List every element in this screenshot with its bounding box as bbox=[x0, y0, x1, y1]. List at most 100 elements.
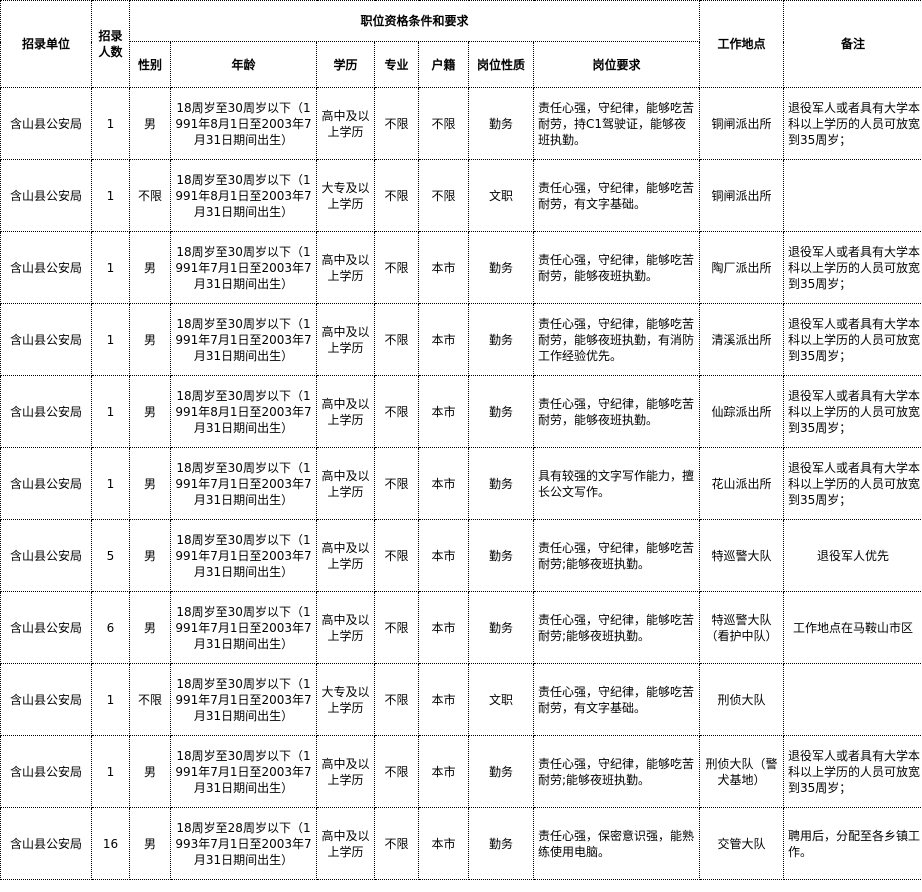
cell-gender: 男 bbox=[129, 87, 171, 160]
cell-unit: 含山县公安局 bbox=[0, 159, 92, 232]
table-row: 含山县公安局 1 男 18周岁至30周岁以下（1991年7月1日至2003年7月31日… bbox=[0, 447, 922, 520]
cell-education: 高中及以上学历 bbox=[316, 375, 375, 448]
cell-location: 清溪派出所 bbox=[699, 303, 785, 376]
cell-hukou: 本市 bbox=[418, 519, 469, 592]
cell-count: 1 bbox=[91, 375, 130, 448]
cell-age: 18周岁至30周岁以下（1991年7月1日至2003年7月31日期间出生） bbox=[170, 591, 317, 664]
cell-remarks: 退役军人或者具有大学本科以上学历的人员可放宽到35周岁； bbox=[783, 447, 922, 520]
cell-unit: 含山县公安局 bbox=[0, 519, 92, 592]
cell-hukou: 本市 bbox=[418, 231, 469, 304]
cell-requirements: 责任心强，守纪律，能够吃苦耐劳，有文字基础。 bbox=[532, 663, 701, 736]
cell-hukou: 本市 bbox=[418, 807, 469, 880]
cell-nature: 勤务 bbox=[468, 591, 534, 664]
header-gender: 性别 bbox=[129, 41, 171, 88]
header-remarks: 备注 bbox=[783, 0, 922, 88]
cell-major: 不限 bbox=[374, 447, 419, 520]
cell-unit: 含山县公安局 bbox=[0, 807, 92, 880]
cell-nature: 勤务 bbox=[468, 447, 534, 520]
cell-nature: 勤务 bbox=[468, 807, 534, 880]
cell-nature: 勤务 bbox=[468, 519, 534, 592]
cell-major: 不限 bbox=[374, 735, 419, 808]
cell-education: 高中及以上学历 bbox=[316, 447, 375, 520]
cell-count: 1 bbox=[91, 231, 130, 304]
cell-major: 不限 bbox=[374, 807, 419, 880]
cell-location: 特巡警大队 bbox=[699, 519, 785, 592]
cell-education: 高中及以上学历 bbox=[316, 519, 375, 592]
cell-gender: 男 bbox=[129, 591, 171, 664]
cell-location: 花山派出所 bbox=[699, 447, 785, 520]
cell-count: 16 bbox=[91, 807, 130, 880]
cell-remarks: 聘用后，分配至各乡镇工作。 bbox=[783, 807, 922, 880]
cell-location: 仙踪派出所 bbox=[699, 375, 785, 448]
cell-remarks: 退役军人或者具有大学本科以上学历的人员可放宽到35周岁； bbox=[783, 87, 922, 160]
cell-major: 不限 bbox=[374, 519, 419, 592]
cell-education: 大专及以上学历 bbox=[316, 159, 375, 232]
cell-hukou: 本市 bbox=[418, 591, 469, 664]
cell-gender: 男 bbox=[129, 375, 171, 448]
header-hukou: 户籍 bbox=[418, 41, 469, 88]
cell-education: 高中及以上学历 bbox=[316, 303, 375, 376]
cell-location: 铜闸派出所 bbox=[699, 159, 785, 232]
cell-requirements: 责任心强，保密意识强，能熟练使用电脑。 bbox=[532, 807, 701, 880]
table-body: 含山县公安局 1 男 18周岁至30周岁以下（1991年8月1日至2003年7月31日… bbox=[0, 87, 922, 880]
cell-major: 不限 bbox=[374, 159, 419, 232]
cell-count: 1 bbox=[91, 663, 130, 736]
cell-remarks: 退役军人或者具有大学本科以上学历的人员可放宽到35周岁； bbox=[783, 375, 922, 448]
header-age: 年龄 bbox=[170, 41, 317, 88]
cell-requirements: 责任心强，守纪律，能够吃苦耐劳，持C1驾驶证，能够夜班执勤。 bbox=[532, 87, 701, 160]
cell-major: 不限 bbox=[374, 591, 419, 664]
cell-location: 交管大队 bbox=[699, 807, 785, 880]
cell-major: 不限 bbox=[374, 303, 419, 376]
table-row: 含山县公安局 1 男 18周岁至30周岁以下（1991年8月1日至2003年7月31日… bbox=[0, 87, 922, 160]
cell-unit: 含山县公安局 bbox=[0, 231, 92, 304]
cell-nature: 勤务 bbox=[468, 303, 534, 376]
cell-major: 不限 bbox=[374, 375, 419, 448]
cell-hukou: 本市 bbox=[418, 303, 469, 376]
cell-age: 18周岁至30周岁以下（1991年7月1日至2003年7月31日期间出生） bbox=[170, 447, 317, 520]
cell-nature: 勤务 bbox=[468, 231, 534, 304]
cell-remarks: 退役军人优先 bbox=[783, 519, 922, 592]
header-education: 学历 bbox=[316, 41, 375, 88]
table-row: 含山县公安局 1 男 18周岁至30周岁以下（1991年7月1日至2003年7月31日… bbox=[0, 231, 922, 304]
cell-gender: 男 bbox=[129, 447, 171, 520]
table-row: 含山县公安局 16 男 18周岁至28周岁以下（1993年7月1日至2003年7月31… bbox=[0, 807, 922, 880]
cell-nature: 文职 bbox=[468, 663, 534, 736]
table-row: 含山县公安局 1 男 18周岁至30周岁以下（1991年7月1日至2003年7月31日… bbox=[0, 303, 922, 376]
cell-location: 刑侦大队 bbox=[699, 663, 785, 736]
table-row: 含山县公安局 1 男 18周岁至30周岁以下（1991年7月1日至2003年7月31日… bbox=[0, 735, 922, 808]
cell-unit: 含山县公安局 bbox=[0, 447, 92, 520]
cell-hukou: 本市 bbox=[418, 447, 469, 520]
cell-count: 1 bbox=[91, 447, 130, 520]
cell-count: 1 bbox=[91, 303, 130, 376]
cell-requirements: 责任心强，守纪律，能够吃苦耐劳，有文字基础。 bbox=[532, 159, 701, 232]
cell-education: 高中及以上学历 bbox=[316, 87, 375, 160]
cell-requirements: 具有较强的文字写作能力，擅长公文写作。 bbox=[532, 447, 701, 520]
header-major: 专业 bbox=[374, 41, 419, 88]
cell-count: 6 bbox=[91, 591, 130, 664]
cell-remarks: 退役军人或者具有大学本科以上学历的人员可放宽到35周岁； bbox=[783, 231, 922, 304]
cell-gender: 不限 bbox=[129, 663, 171, 736]
cell-hukou: 不限 bbox=[418, 159, 469, 232]
cell-education: 大专及以上学历 bbox=[316, 663, 375, 736]
cell-gender: 男 bbox=[129, 231, 171, 304]
header-requirements: 岗位要求 bbox=[532, 41, 701, 88]
cell-hukou: 本市 bbox=[418, 663, 469, 736]
cell-requirements: 责任心强，守纪律，能够吃苦耐劳;能够夜班执勤。 bbox=[532, 591, 701, 664]
cell-remarks bbox=[783, 159, 922, 232]
cell-gender: 男 bbox=[129, 807, 171, 880]
table-row: 含山县公安局 1 不限 18周岁至30周岁以下（1991年7月1日至2003年7月31… bbox=[0, 663, 922, 736]
cell-age: 18周岁至30周岁以下（1991年8月1日至2003年7月31日期间出生） bbox=[170, 159, 317, 232]
cell-age: 18周岁至30周岁以下（1991年7月1日至2003年7月31日期间出生） bbox=[170, 519, 317, 592]
cell-age: 18周岁至30周岁以下（1991年7月1日至2003年7月31日期间出生） bbox=[170, 735, 317, 808]
cell-requirements: 责任心强，守纪律，能够吃苦耐劳，能够夜班执勤。 bbox=[532, 231, 701, 304]
cell-location: 陶厂派出所 bbox=[699, 231, 785, 304]
cell-hukou: 本市 bbox=[418, 375, 469, 448]
cell-unit: 含山县公安局 bbox=[0, 303, 92, 376]
table-row: 含山县公安局 5 男 18周岁至30周岁以下（1991年7月1日至2003年7月31日… bbox=[0, 519, 922, 592]
header-nature: 岗位性质 bbox=[468, 41, 534, 88]
cell-requirements: 责任心强，守纪律，能够吃苦耐劳;能够夜班执勤。 bbox=[532, 735, 701, 808]
cell-nature: 勤务 bbox=[468, 735, 534, 808]
cell-remarks: 工作地点在马鞍山市区 bbox=[783, 591, 922, 664]
cell-count: 1 bbox=[91, 159, 130, 232]
cell-nature: 文职 bbox=[468, 159, 534, 232]
